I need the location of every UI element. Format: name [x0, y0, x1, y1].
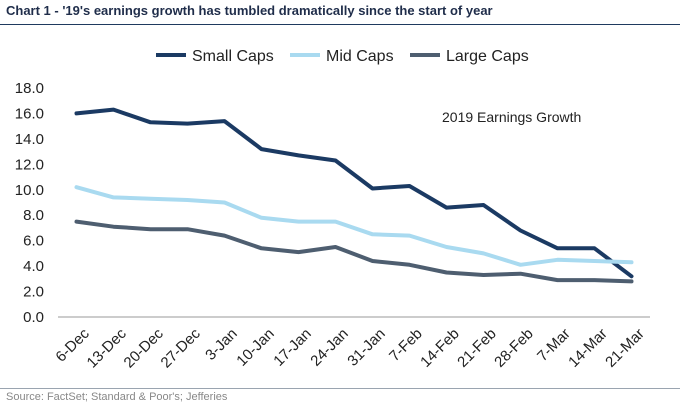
x-tick-label: 24-Jan: [307, 325, 351, 369]
y-tick-label: 8.0: [23, 207, 44, 224]
x-tick-label: 31-Jan: [344, 325, 388, 369]
y-tick-label: 0.0: [23, 309, 44, 326]
y-tick-label: 14.0: [15, 131, 44, 148]
x-tick-label: 21-Feb: [454, 325, 500, 371]
y-tick-label: 6.0: [23, 233, 44, 250]
series-group: [74, 107, 634, 284]
y-tick-label: 12.0: [15, 156, 44, 173]
x-tick-label: 28-Feb: [491, 325, 537, 371]
x-tick-label: 21-Mar: [602, 325, 648, 371]
x-tick-label: 20-Dec: [121, 325, 168, 372]
line-chart: Small Caps Mid Caps Large Caps 2019 Earnin…: [15, 48, 650, 372]
x-tick-label: 10-Jan: [233, 325, 277, 369]
footer-divider: [0, 388, 680, 389]
x-tick-label: 14-Mar: [565, 325, 611, 371]
series-line-large-caps: [74, 219, 634, 284]
x-tick-label: 17-Jan: [270, 325, 314, 369]
chart-annotation: 2019 Earnings Growth: [442, 109, 581, 125]
page-title: Chart 1 - '19's earnings growth has tumb…: [6, 3, 493, 18]
legend-small-caps-label: Small Caps: [192, 48, 274, 65]
x-tick-label: 27-Dec: [158, 325, 205, 372]
source-note: Source: FactSet; Standard & Poor's; Jeff…: [6, 391, 228, 403]
y-tick-label: 10.0: [15, 182, 44, 199]
y-tick-label: 2.0: [23, 284, 44, 301]
legend-large-caps-label: Large Caps: [446, 48, 529, 65]
legend: Small Caps Mid Caps Large Caps: [156, 48, 529, 65]
y-tick-label: 18.0: [15, 80, 44, 97]
series-line-small-caps: [74, 107, 634, 279]
y-tick-label: 16.0: [15, 105, 44, 122]
series-line-mid-caps: [74, 185, 634, 267]
y-tick-label: 4.0: [23, 258, 44, 275]
x-tick-label: 14-Feb: [417, 325, 463, 371]
title-divider: [0, 24, 680, 25]
x-tick-label: 13-Dec: [84, 325, 131, 372]
legend-mid-caps-label: Mid Caps: [326, 48, 394, 65]
